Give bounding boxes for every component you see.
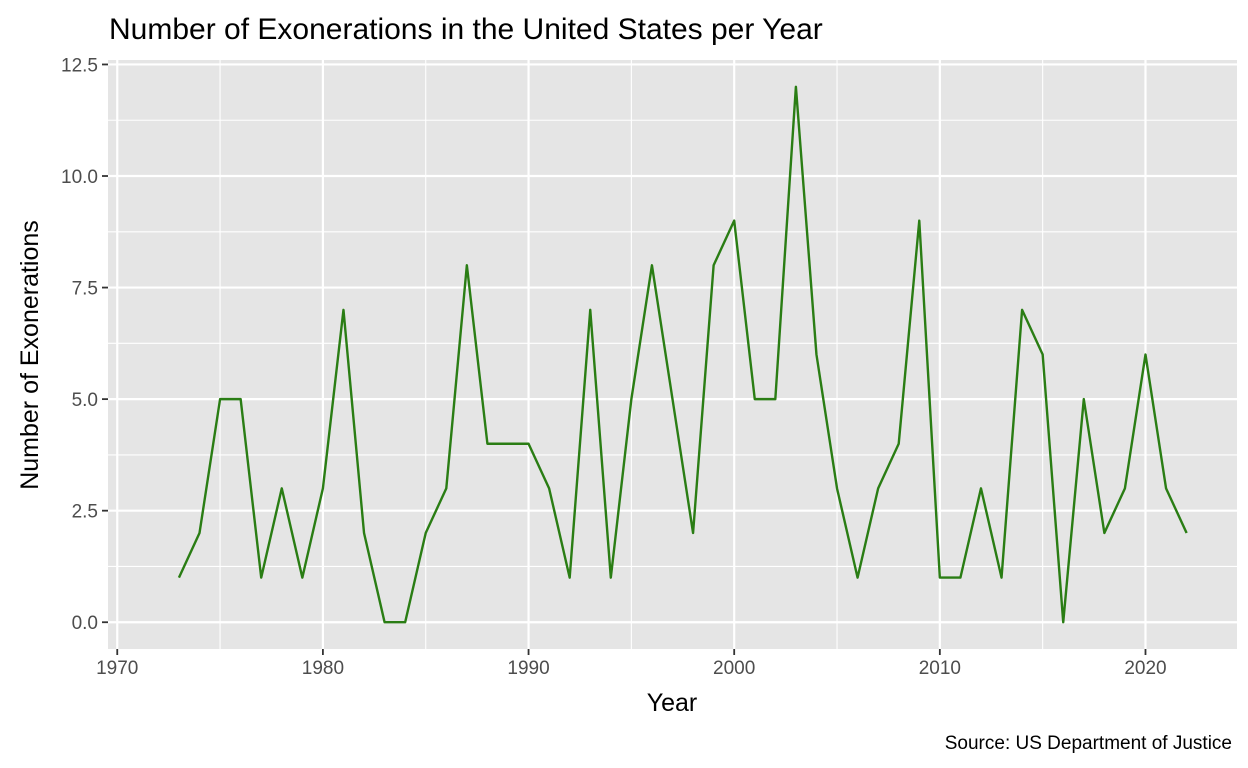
- y-tick-label: 10.0: [61, 167, 98, 188]
- x-tick-label: 1980: [302, 658, 344, 679]
- plot-panel: [108, 60, 1237, 649]
- source-caption: Source: US Department of Justice: [945, 733, 1232, 754]
- x-axis: 1970 1980 1990 2000 2010 2020: [96, 649, 1167, 679]
- y-tick-label: 0.0: [72, 613, 98, 634]
- y-tick-label: 12.5: [61, 55, 98, 76]
- y-tick-label: 7.5: [72, 279, 98, 300]
- x-tick-label: 1970: [96, 658, 138, 679]
- series-line: [177, 85, 1188, 624]
- x-axis-title: Year: [647, 689, 698, 717]
- y-axis-title: Number of Exonerations: [16, 220, 44, 490]
- y-axis: 0.0 2.5 5.0 7.5 10.0 12.5: [61, 55, 108, 634]
- x-tick-label: 2010: [919, 658, 961, 679]
- x-tick-label: 2000: [713, 658, 755, 679]
- y-tick-label: 5.0: [72, 390, 98, 411]
- chart-title: Number of Exonerations in the United Sta…: [109, 13, 823, 46]
- major-gridlines: [108, 60, 1237, 649]
- x-tick-label: 1990: [507, 658, 549, 679]
- y-tick-label: 2.5: [72, 502, 98, 523]
- x-tick-label: 2020: [1124, 658, 1166, 679]
